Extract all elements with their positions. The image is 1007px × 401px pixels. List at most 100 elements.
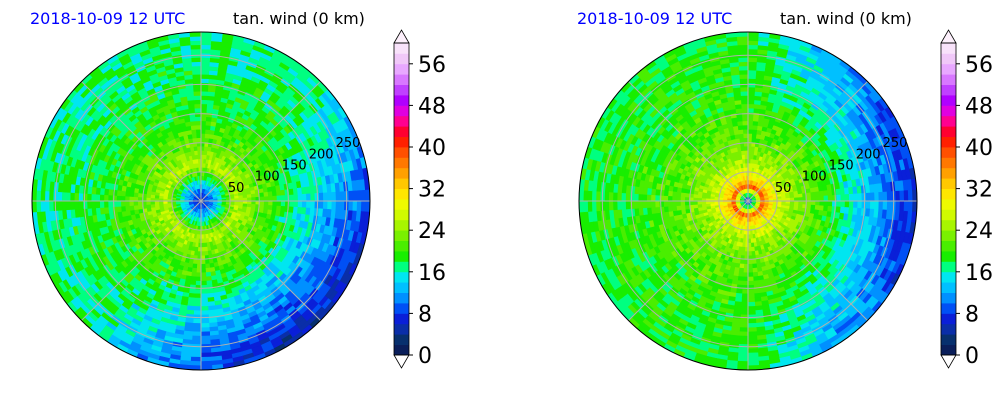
- field-cell: [331, 191, 337, 202]
- field-cell: [200, 111, 208, 118]
- field-cell: [196, 259, 202, 265]
- field-cell: [200, 322, 210, 329]
- field-cell: [200, 56, 211, 63]
- field-cell: [276, 200, 282, 207]
- field-cell: [103, 194, 109, 202]
- field-cell: [116, 200, 122, 207]
- field-cell: [69, 200, 75, 210]
- colorbar-bin: [394, 136, 409, 148]
- colorbar-bin: [394, 188, 409, 200]
- colorbar-bin: [394, 157, 409, 169]
- field-cell: [86, 200, 92, 209]
- field-cell: [195, 268, 202, 274]
- field-cell: [194, 297, 202, 303]
- radial-tick-label: 100: [255, 170, 280, 185]
- field-cell: [191, 61, 202, 67]
- field-cell: [194, 107, 202, 113]
- field-cell: [195, 116, 202, 122]
- field-cell: [289, 200, 295, 208]
- field-cell: [301, 193, 307, 202]
- field-cell: [103, 200, 109, 208]
- field-cell: [193, 306, 202, 312]
- field-cell: [78, 192, 84, 202]
- field-cell: [268, 200, 274, 207]
- colorbar-bin: [394, 199, 409, 210]
- colorbar-bin: [394, 230, 409, 241]
- field-cell: [195, 276, 202, 282]
- field-cell: [310, 200, 316, 209]
- field-cell: [35, 200, 42, 213]
- field-cell: [193, 145, 199, 152]
- field-cell: [200, 268, 207, 274]
- field-cell: [35, 189, 42, 202]
- colorbar-bin: [394, 95, 409, 106]
- colorbar-bin: [394, 292, 409, 304]
- radial-tick-label: 150: [282, 159, 307, 174]
- field-cell: [48, 190, 54, 202]
- field-cell: [194, 111, 202, 118]
- field-cell: [259, 192, 265, 198]
- field-cell: [297, 200, 303, 208]
- field-cell: [306, 193, 312, 202]
- colorbar-extend-max: [393, 29, 410, 44]
- field-cell: [120, 200, 126, 207]
- field-cell: [272, 195, 278, 202]
- field-cell: [128, 200, 134, 207]
- field-cell: [194, 103, 202, 109]
- panel-left-time-title: 2018-10-09 12 UTC: [30, 9, 185, 28]
- field-cell: [65, 191, 71, 202]
- field-cell: [348, 200, 354, 212]
- field-cell: [192, 322, 202, 329]
- panel-left-colorbar-ticks: 0 8 16 24 32 40 48 56: [418, 53, 446, 369]
- field-cell: [339, 200, 345, 211]
- field-cell: [200, 61, 211, 67]
- field-cell: [195, 272, 202, 278]
- field-cell: [200, 86, 209, 92]
- field-cell: [200, 360, 213, 367]
- field-cell: [322, 192, 329, 202]
- field-cell: [48, 200, 54, 212]
- colorbar-bin: [394, 43, 409, 54]
- field-cell: [194, 289, 202, 295]
- field-cell: [200, 280, 207, 286]
- field-cell: [200, 124, 207, 130]
- field-cell: [280, 195, 286, 202]
- field-cell: [200, 284, 208, 291]
- field-cell: [327, 200, 333, 210]
- radial-tick-label: 50: [228, 181, 245, 196]
- field-cell: [293, 194, 299, 202]
- field-cell: [200, 90, 209, 96]
- field-cell: [200, 48, 212, 54]
- field-cell: [741, 154, 746, 160]
- field-cell: [145, 203, 152, 209]
- field-cell: [259, 196, 265, 202]
- field-cell: [352, 200, 358, 212]
- field-cell: [193, 310, 202, 316]
- field-cell: [200, 40, 212, 46]
- field-cell: [200, 35, 213, 42]
- field-cell: [322, 200, 329, 210]
- field-cell: [327, 192, 333, 202]
- field-cell: [190, 44, 202, 50]
- colorbar-bin: [394, 167, 409, 179]
- field-cell: [65, 200, 71, 211]
- field-cell: [95, 200, 101, 209]
- field-cell: [195, 124, 202, 130]
- field-cell: [190, 352, 202, 358]
- field-cell: [348, 190, 354, 202]
- panel-left-colorbar: [393, 29, 413, 369]
- field-cell: [192, 137, 198, 143]
- field-cell: [124, 200, 130, 207]
- field-cell: [297, 194, 303, 202]
- field-cell: [95, 193, 101, 202]
- field-cell: [200, 331, 211, 337]
- field-cell: [99, 200, 105, 208]
- field-cell: [339, 191, 345, 202]
- colorbar-bin: [394, 63, 409, 75]
- field-cell: [360, 200, 367, 213]
- field-cell: [191, 65, 202, 71]
- field-cell: [196, 263, 202, 269]
- field-cell: [194, 284, 202, 291]
- colorbar-tick-label: 16: [418, 261, 446, 286]
- field-cell: [137, 204, 143, 210]
